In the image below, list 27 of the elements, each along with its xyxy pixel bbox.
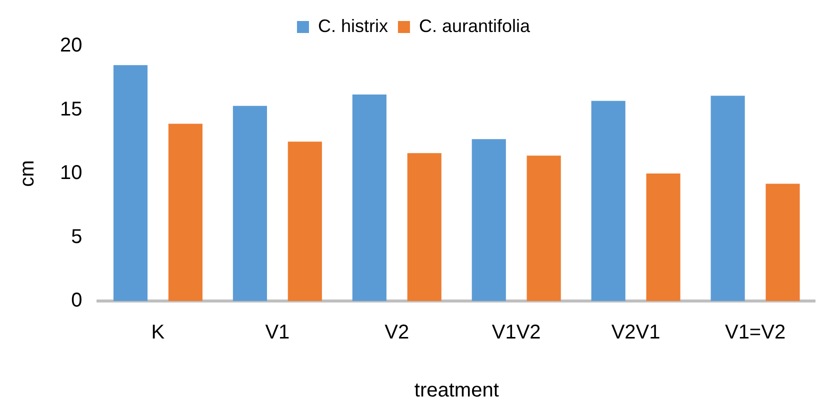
bar (352, 94, 386, 301)
x-tick-label: K (151, 322, 166, 344)
bar (710, 96, 745, 301)
x-tick-label: V1 (265, 322, 290, 344)
y-axis-title: cm (16, 160, 39, 187)
bar (407, 153, 442, 301)
bar (168, 124, 202, 301)
x-tick-label: V2 (384, 322, 410, 344)
bar (526, 156, 561, 301)
y-tick-label: 15 (60, 98, 82, 120)
bar (472, 139, 506, 301)
bar (646, 174, 680, 301)
x-axis-title: treatment (414, 380, 500, 402)
bar (288, 142, 322, 301)
x-tick-label: V1V2 (492, 322, 541, 344)
legend-label: C. histrix (318, 16, 388, 36)
bar (232, 106, 267, 301)
bar (113, 65, 148, 301)
y-tick-label: 10 (60, 162, 82, 184)
x-tick-label: V1=V2 (724, 322, 786, 344)
legend-label: C. aurantifolia (418, 16, 532, 36)
bar (766, 184, 800, 301)
y-tick-label: 20 (60, 34, 82, 57)
y-tick-label: 0 (71, 290, 82, 312)
y-tick-label: 5 (71, 226, 82, 248)
x-tick-label: V2V1 (611, 322, 660, 344)
bar (591, 100, 626, 301)
